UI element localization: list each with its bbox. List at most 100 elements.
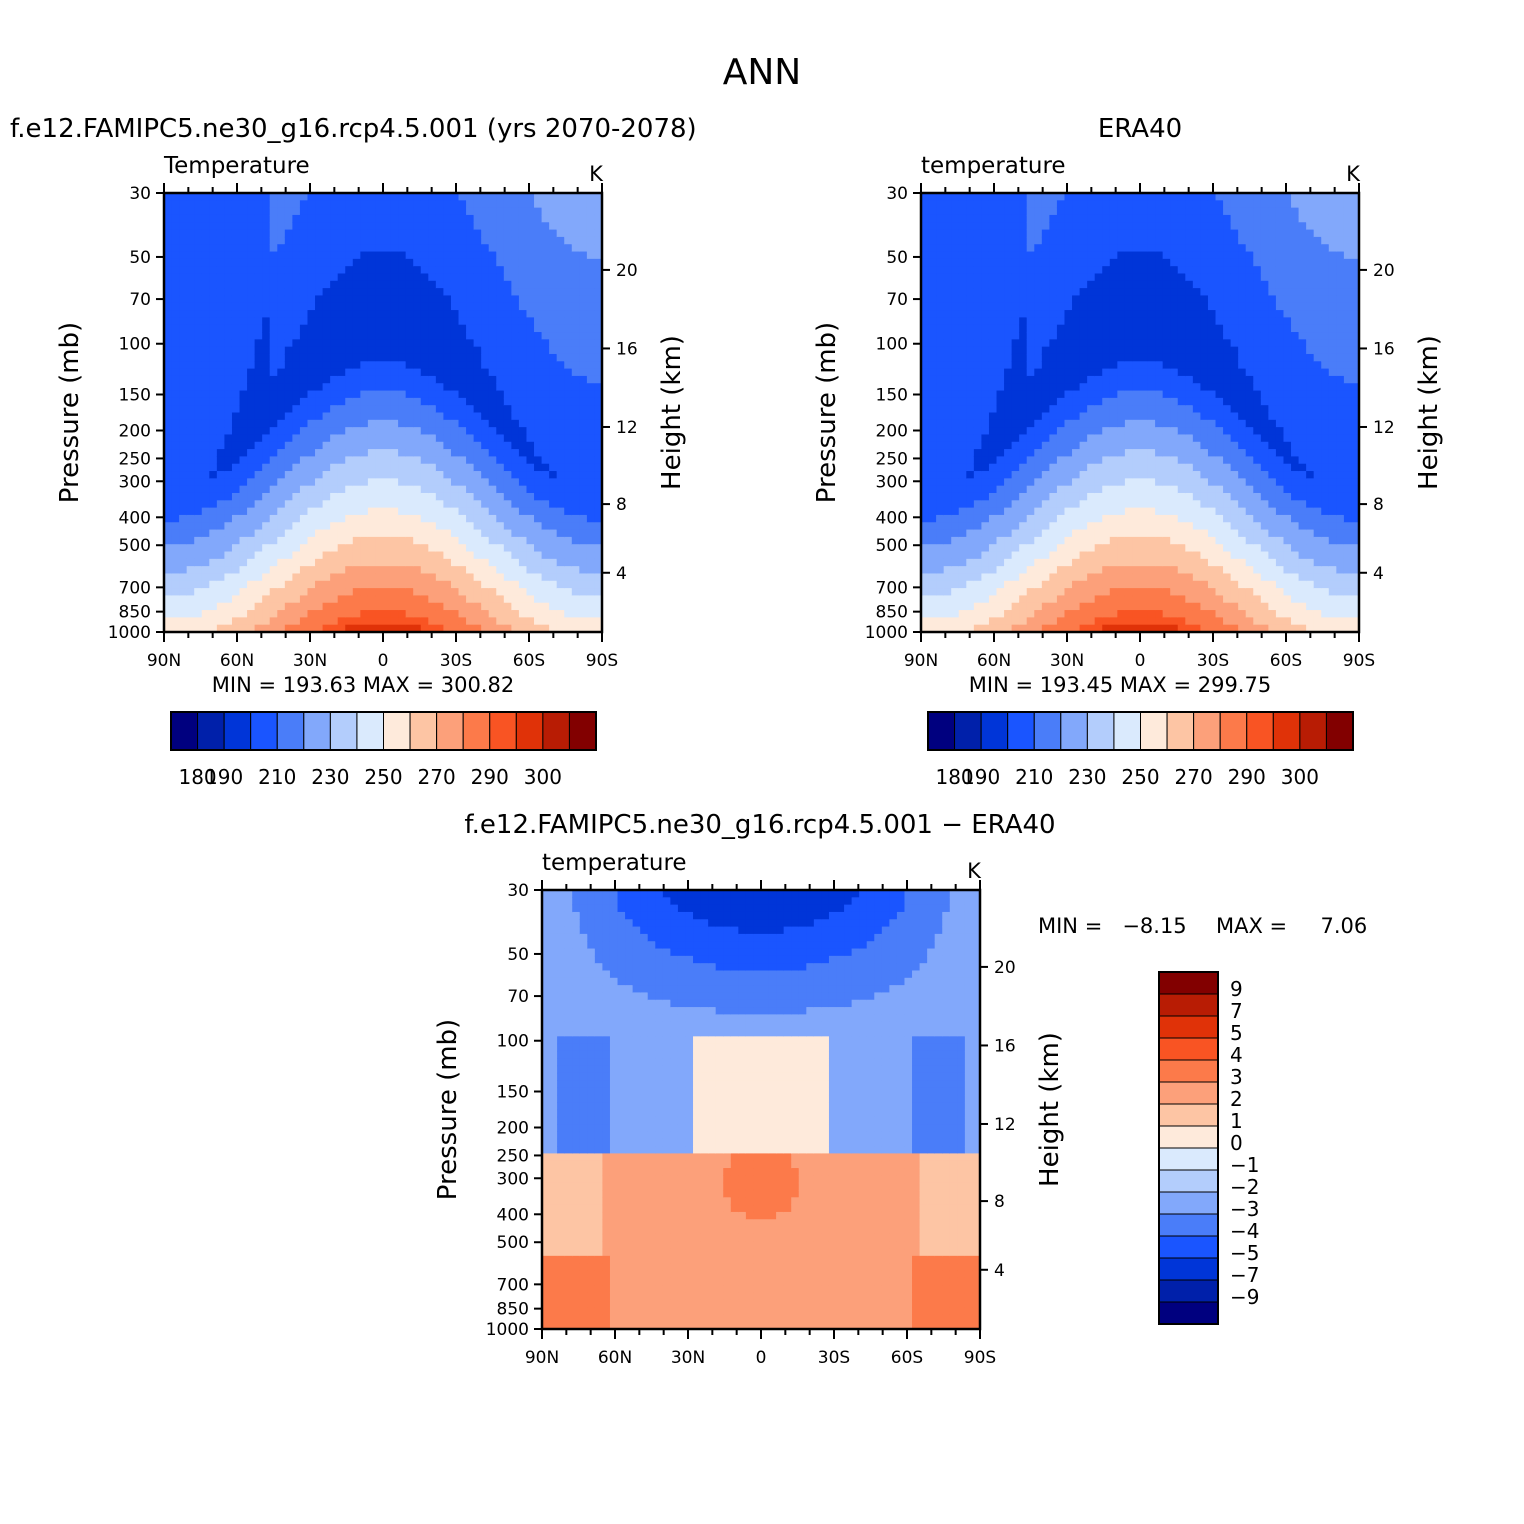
field-cell bbox=[988, 573, 998, 582]
field-cell bbox=[171, 332, 180, 340]
field-cell bbox=[511, 193, 520, 201]
field-cell bbox=[231, 558, 241, 567]
field-cell bbox=[966, 500, 975, 509]
field-cell bbox=[549, 427, 558, 436]
field-cell bbox=[496, 478, 505, 487]
field-cell bbox=[549, 193, 558, 201]
field-cell bbox=[503, 214, 512, 223]
field-cell bbox=[1019, 434, 1028, 443]
field-cell bbox=[488, 332, 497, 340]
field-cell bbox=[367, 405, 377, 414]
field-cell bbox=[1034, 193, 1043, 201]
field-cell bbox=[981, 214, 990, 223]
field-cell bbox=[420, 288, 429, 297]
field-cell bbox=[398, 536, 407, 545]
field-cell bbox=[330, 295, 339, 304]
field-cell bbox=[307, 332, 316, 340]
field-cell bbox=[1056, 566, 1066, 575]
field-cell bbox=[231, 492, 241, 501]
field-cell bbox=[594, 441, 603, 450]
field-cell bbox=[171, 566, 180, 575]
field-cell bbox=[1049, 302, 1058, 311]
field-cell bbox=[299, 390, 309, 399]
field-cell bbox=[367, 485, 377, 494]
field-cell bbox=[586, 595, 596, 604]
field-cell bbox=[405, 295, 414, 304]
field-cell bbox=[518, 280, 528, 289]
field-cell bbox=[1041, 544, 1050, 553]
field-cell bbox=[292, 266, 301, 275]
field-cell bbox=[299, 368, 309, 377]
field-cell bbox=[405, 332, 414, 340]
field-cell bbox=[1011, 310, 1020, 318]
field-cell bbox=[443, 295, 452, 304]
field-cell bbox=[284, 507, 293, 516]
field-cell bbox=[564, 324, 573, 333]
field-cell bbox=[435, 500, 445, 509]
field-cell bbox=[996, 463, 1005, 472]
field-cell bbox=[503, 419, 512, 428]
field-cell bbox=[390, 251, 399, 260]
field-cell bbox=[307, 529, 316, 538]
field-cell bbox=[541, 273, 550, 282]
field-cell bbox=[503, 522, 512, 531]
field-cell bbox=[284, 405, 293, 414]
field-cell bbox=[549, 588, 558, 597]
field-cell bbox=[269, 280, 278, 289]
field-cell bbox=[496, 536, 505, 545]
field-cell bbox=[1094, 251, 1103, 260]
field-cell bbox=[943, 617, 952, 626]
field-cell bbox=[284, 588, 293, 597]
field-cell bbox=[481, 514, 490, 523]
field-cell bbox=[996, 251, 1005, 260]
field-cell bbox=[988, 302, 998, 311]
field-cell bbox=[936, 266, 945, 275]
field-cell bbox=[179, 405, 188, 414]
field-cell bbox=[1019, 412, 1028, 421]
field-cell bbox=[322, 375, 331, 384]
field-cell bbox=[966, 222, 975, 231]
field-cell bbox=[541, 368, 550, 377]
field-cell bbox=[375, 588, 384, 597]
field-cell bbox=[988, 441, 998, 450]
field-cell bbox=[352, 427, 361, 436]
field-cell bbox=[466, 339, 475, 348]
field-cell bbox=[443, 456, 452, 465]
y-tick-label: 100 bbox=[119, 335, 151, 355]
field-cell bbox=[973, 280, 983, 289]
field-cell bbox=[579, 617, 588, 626]
field-cell bbox=[390, 332, 399, 340]
field-cell bbox=[503, 280, 512, 289]
field-cell bbox=[526, 580, 535, 589]
field-cell bbox=[164, 471, 173, 479]
field-cell bbox=[390, 492, 399, 501]
field-cell bbox=[216, 602, 226, 611]
field-cell bbox=[1019, 419, 1028, 428]
field-cell bbox=[345, 258, 354, 267]
field-cell bbox=[586, 456, 596, 465]
field-cell bbox=[1087, 544, 1096, 553]
field-cell bbox=[405, 558, 414, 567]
field-cell bbox=[337, 324, 346, 333]
field-cell bbox=[996, 405, 1005, 414]
field-cell bbox=[337, 368, 346, 377]
field-cell bbox=[556, 514, 565, 523]
field-cell bbox=[1087, 471, 1096, 479]
field-cell bbox=[239, 346, 248, 355]
field-cell bbox=[564, 302, 573, 311]
field-cell bbox=[1019, 427, 1028, 436]
field-cell bbox=[549, 353, 558, 362]
field-cell bbox=[556, 229, 565, 238]
field-cell bbox=[375, 419, 384, 428]
field-cell bbox=[549, 375, 558, 384]
field-cell bbox=[428, 361, 437, 370]
field-cell bbox=[1004, 258, 1013, 267]
field-cell bbox=[511, 500, 520, 509]
field-cell bbox=[481, 229, 490, 238]
field-cell bbox=[216, 536, 226, 545]
field-cell bbox=[951, 529, 960, 538]
field-cell bbox=[345, 200, 354, 209]
field-cell bbox=[1026, 375, 1035, 384]
field-cell bbox=[337, 566, 346, 575]
field-cell bbox=[1049, 397, 1058, 406]
